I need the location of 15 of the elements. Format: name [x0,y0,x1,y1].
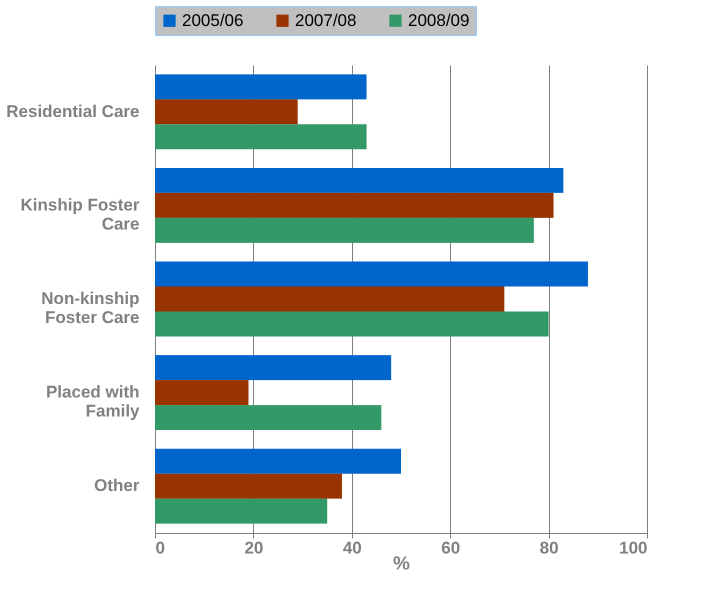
y-tick-label: Kinship Foster Care [20,195,140,234]
x-tick-label: 60 [441,538,460,558]
y-tick-label: Placed with Family [46,382,140,421]
x-tick-label: 40 [342,538,362,558]
legend-label: 2005/06 [182,10,244,30]
y-tick-label: Other [94,476,140,496]
y-tick-label: Non-kinship Foster Care [41,289,140,327]
x-tick-label: 0 [156,538,165,558]
x-tick-label: 100 [619,538,648,558]
x-tick-label: 80 [540,538,559,558]
y-tick-label: Residential Care [6,102,140,121]
x-tick-label: 20 [244,538,264,558]
x-axis-title: % [393,554,410,574]
legend-label: 2008/09 [408,10,470,30]
legend-label: 2007/08 [295,10,356,30]
